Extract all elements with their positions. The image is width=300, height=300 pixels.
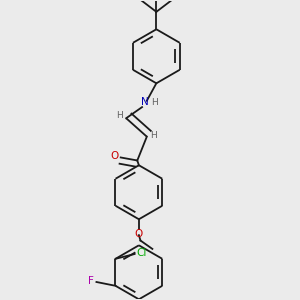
Text: N: N	[141, 97, 149, 107]
Text: H: H	[116, 111, 123, 120]
Text: O: O	[110, 152, 118, 161]
Text: F: F	[88, 276, 94, 286]
Text: O: O	[135, 229, 143, 238]
Text: H: H	[152, 98, 158, 107]
Text: Cl: Cl	[136, 248, 147, 258]
Text: H: H	[150, 130, 157, 140]
